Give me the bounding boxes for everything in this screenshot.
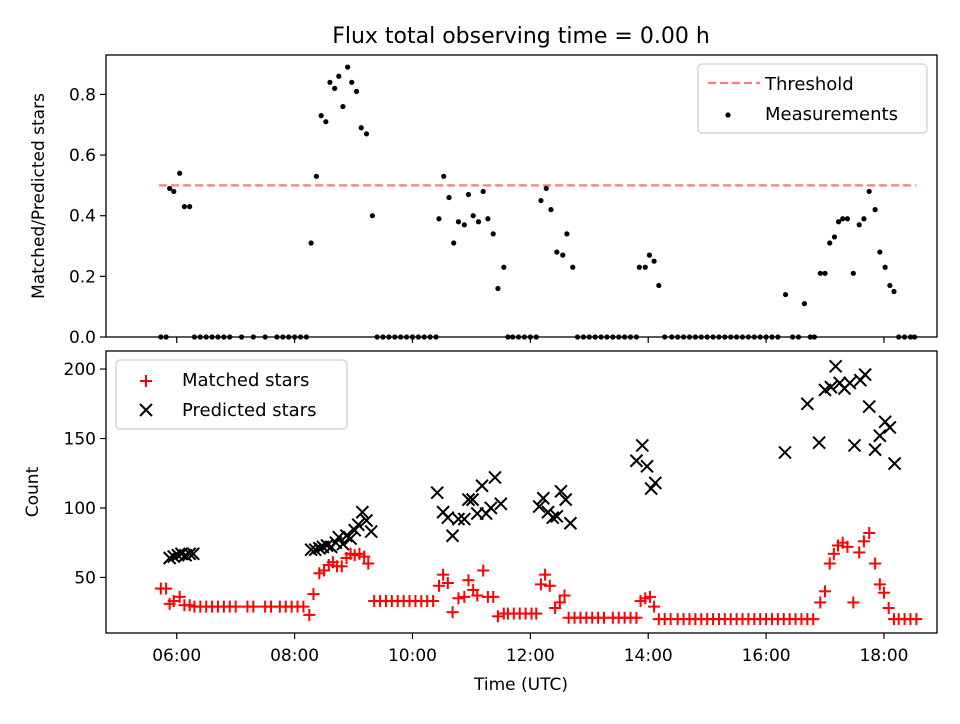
- legend-measurements-label: Measurements: [765, 104, 898, 125]
- measurement-point: [637, 265, 642, 270]
- measurement-point: [187, 204, 192, 209]
- measurement-point: [652, 259, 657, 264]
- measurement-point: [446, 195, 451, 200]
- measurement-point: [319, 113, 324, 118]
- measurement-point: [554, 249, 559, 254]
- measurement-point: [891, 289, 896, 294]
- measurement-point: [436, 216, 441, 221]
- top-legend: Threshold Measurements: [698, 64, 927, 133]
- measurement-point: [564, 231, 569, 236]
- measurement-point: [883, 265, 888, 270]
- x-tick-label: 08:00: [270, 646, 319, 666]
- measurement-point: [873, 207, 878, 212]
- bottom-y-tick-label: 100: [64, 499, 96, 519]
- measurement-point: [182, 204, 187, 209]
- x-tick-label: 10:00: [388, 646, 437, 666]
- measurement-point: [877, 249, 882, 254]
- measurement-point: [308, 240, 313, 245]
- chart-title: Flux total observing time = 0.00 h: [332, 24, 710, 49]
- measurement-point: [481, 189, 486, 194]
- measurement-point: [336, 74, 341, 79]
- measurement-point: [340, 104, 345, 109]
- top-y-tick-label: 0.8: [69, 85, 96, 105]
- measurement-point: [456, 219, 461, 224]
- legend-threshold-label: Threshold: [764, 74, 854, 95]
- bottom-y-tick-label: 200: [64, 360, 96, 380]
- legend-predicted-label: Predicted stars: [182, 400, 316, 421]
- measurement-point: [802, 301, 807, 306]
- measurement-point: [538, 198, 543, 203]
- measurement-point: [327, 80, 332, 85]
- measurement-point: [359, 125, 364, 130]
- measurement-point: [570, 265, 575, 270]
- x-tick-label: 18:00: [859, 646, 908, 666]
- measurement-point: [314, 174, 319, 179]
- measurement-point: [861, 216, 866, 221]
- bottom-y-tick-label: 50: [74, 568, 96, 588]
- measurement-point: [177, 171, 182, 176]
- measurement-point: [783, 292, 788, 297]
- measurement-point: [501, 265, 506, 270]
- x-tick-label: 14:00: [624, 646, 673, 666]
- top-y-tick-label: 0.0: [69, 328, 96, 348]
- bottom-plot-area: 50 100 150 200 06:00 08:00 10:00 12:00 14:00 16:…: [23, 351, 937, 695]
- measurement-point: [647, 253, 652, 258]
- measurement-point: [345, 65, 350, 70]
- top-y-axis-label: Matched/Predicted stars: [29, 93, 49, 299]
- measurement-point: [827, 240, 832, 245]
- measurement-point: [370, 213, 375, 218]
- measurement-point: [851, 271, 856, 276]
- legend-matched-label: Matched stars: [182, 370, 309, 391]
- measurement-point: [560, 253, 565, 258]
- measurement-point: [471, 213, 476, 218]
- top-plot-area: 0.00.20.40.60.8 Matched/Predicted stars …: [29, 55, 937, 348]
- x-axis-label: Time (UTC): [473, 675, 568, 695]
- top-y-tick-label: 0.6: [69, 146, 96, 166]
- measurement-point: [364, 131, 369, 136]
- bottom-y-tick-label: 150: [64, 430, 96, 450]
- measurement-point: [836, 219, 841, 224]
- measurement-point: [643, 265, 648, 270]
- measurement-point: [462, 222, 467, 227]
- measurement-point: [332, 86, 337, 91]
- measurement-point: [485, 216, 490, 221]
- top-y-tick-label: 0.4: [69, 207, 96, 227]
- x-tick-label: 12:00: [506, 646, 555, 666]
- x-tick-label: 16:00: [742, 646, 791, 666]
- chart-figure: Flux total observing time = 0.00 h 0.0 0.…: [0, 0, 960, 720]
- measurement-point: [822, 271, 827, 276]
- legend-measurements-swatch: [725, 112, 730, 117]
- measurement-point: [349, 80, 354, 85]
- measurement-point: [818, 271, 823, 276]
- measurement-point: [548, 207, 553, 212]
- measurement-point: [840, 216, 845, 221]
- measurement-point: [544, 186, 549, 191]
- measurement-point: [466, 192, 471, 197]
- top-y-tick-label: 0.2: [69, 267, 96, 287]
- measurement-point: [451, 240, 456, 245]
- x-tick-label: 06:00: [152, 646, 201, 666]
- measurement-point: [887, 283, 892, 288]
- measurement-point: [845, 216, 850, 221]
- bottom-legend: Matched stars Predicted stars: [116, 360, 347, 429]
- measurement-point: [441, 174, 446, 179]
- measurement-point: [171, 189, 176, 194]
- measurement-point: [656, 283, 661, 288]
- measurement-point: [491, 231, 496, 236]
- measurement-point: [495, 286, 500, 291]
- measurement-point: [832, 234, 837, 239]
- measurement-point: [167, 186, 172, 191]
- bottom-y-axis-label: Count: [23, 466, 43, 517]
- measurement-point: [323, 119, 328, 124]
- measurement-point: [476, 219, 481, 224]
- measurement-point: [857, 222, 862, 227]
- measurement-point: [867, 189, 872, 194]
- measurement-point: [354, 89, 359, 94]
